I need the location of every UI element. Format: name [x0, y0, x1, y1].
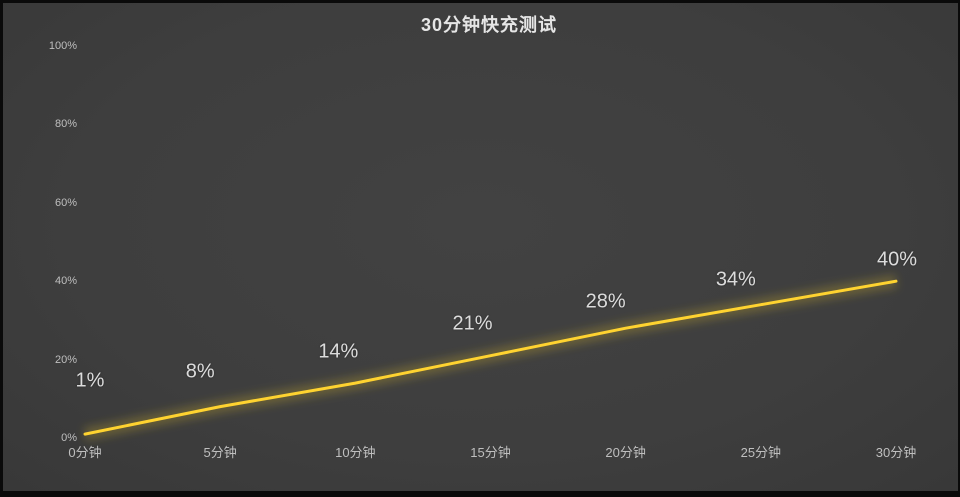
data-point-label: 28%: [585, 290, 626, 313]
y-axis-tick-label: 0%: [61, 432, 77, 444]
x-axis-tick-label: 15分钟: [470, 445, 511, 460]
chart-background-panel: [3, 3, 958, 491]
y-axis-tick-label: 60%: [54, 196, 77, 209]
series-line: [83, 279, 898, 436]
y-axis-tick-label: 20%: [54, 353, 77, 366]
chart-title: 30分钟快充测试: [420, 15, 558, 35]
x-axis-tick-label: 0分钟: [68, 445, 102, 460]
y-axis-tick-label: 40%: [54, 275, 77, 288]
x-axis-tick-label: 25分钟: [740, 445, 782, 460]
y-axis-tick-label: 100%: [48, 40, 77, 52]
data-point-label: 34%: [715, 268, 756, 291]
data-point-label: 8%: [185, 360, 215, 383]
data-point-label: 1%: [75, 369, 105, 392]
x-axis-tick-label: 30分钟: [875, 445, 917, 460]
x-axis-tick-label: 20分钟: [605, 445, 646, 460]
y-axis-tick-label: 80%: [54, 118, 77, 131]
data-point-label: 21%: [452, 312, 493, 335]
x-axis-tick-label: 10分钟: [335, 445, 376, 460]
data-point-label: 14%: [318, 340, 359, 363]
series-line-glow: [83, 274, 898, 441]
data-point-label: 40%: [876, 248, 918, 271]
x-axis-tick-label: 5分钟: [203, 445, 237, 460]
